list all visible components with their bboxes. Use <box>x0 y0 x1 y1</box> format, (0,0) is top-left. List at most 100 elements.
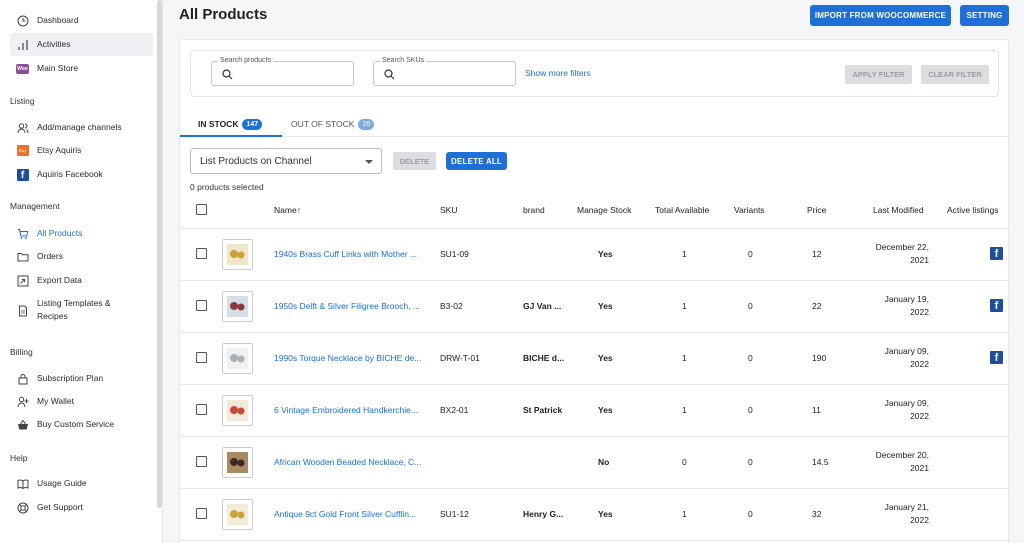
sidebar-item-label: Dashboard <box>37 15 79 25</box>
last-modified-cell: December 22, 2021 <box>875 242 929 265</box>
channel-select[interactable]: List Products on Channel <box>190 148 382 174</box>
column-header-variants[interactable]: Variants <box>734 205 765 215</box>
tab-in-stock[interactable]: IN STOCK 147 <box>198 114 263 134</box>
sidebar-item-all-products[interactable]: All Products <box>10 222 153 245</box>
import-from-woocommerce-button[interactable]: IMPORT FROM WOOCOMMERCE <box>810 5 951 26</box>
lifebuoy-icon <box>16 501 29 514</box>
product-thumbnail <box>222 343 253 374</box>
products-card: Search products Search SKUs Show more fi… <box>179 39 1010 543</box>
column-header-active-listings[interactable]: Active listings <box>947 205 999 215</box>
brand-cell: St Patrick <box>523 405 563 415</box>
sidebar-item-etsy-aquiris[interactable]: Etsy Etsy Aquiris <box>10 139 153 162</box>
sidebar-item-subscription-plan[interactable]: Subscription Plan <box>10 367 153 390</box>
product-name-link[interactable]: Antique 9ct Gold Front Silver Cufflin... <box>274 509 417 519</box>
facebook-icon[interactable]: f <box>990 351 1003 364</box>
clear-filter-button[interactable]: CLEAR FILTER <box>921 65 989 84</box>
setting-button[interactable]: SETTING <box>960 5 1009 26</box>
search-products-field[interactable]: Search products <box>211 57 354 86</box>
show-more-filters-link[interactable]: Show more filters <box>525 68 591 78</box>
apply-filter-button[interactable]: APPLY FILTER <box>845 65 912 84</box>
variants-cell: 0 <box>748 301 753 311</box>
product-name-link[interactable]: 1950s Delft & Silver Filigree Brooch, ..… <box>274 301 420 311</box>
sidebar-item-label: Buy Custom Service <box>37 419 114 429</box>
facebook-icon[interactable]: f <box>990 247 1003 260</box>
sidebar-item-label: Aquiris Facebook <box>37 169 103 179</box>
row-checkbox[interactable] <box>196 508 207 519</box>
column-header-price[interactable]: Price <box>807 205 827 215</box>
search-skus-field[interactable]: Search SKUs <box>373 57 516 86</box>
column-header-manage-stock[interactable]: Manage Stock <box>577 205 632 215</box>
variants-cell: 0 <box>748 249 753 259</box>
product-name-link[interactable]: 1940s Brass Cuff Links with Mother ... <box>274 249 417 259</box>
product-name-link[interactable]: 1990s Torque Necklace by BICHE de... <box>274 353 422 363</box>
variants-cell: 0 <box>748 509 753 519</box>
sidebar-item-usage-guide[interactable]: Usage Guide <box>10 472 153 495</box>
sidebar-item-label: My Wallet <box>37 396 74 406</box>
sidebar-item-my-wallet[interactable]: My Wallet <box>10 390 153 413</box>
search-products-label: Search products <box>218 57 273 64</box>
sidebar-item-dashboard[interactable]: Dashboard <box>10 9 153 32</box>
row-divider <box>180 384 1010 385</box>
variants-cell: 0 <box>748 405 753 415</box>
row-checkbox[interactable] <box>196 248 207 259</box>
delete-button[interactable]: DELETE <box>393 152 436 170</box>
column-header-name[interactable]: Name↑ <box>274 205 301 215</box>
total-available-cell: 1 <box>682 301 687 311</box>
row-checkbox[interactable] <box>196 300 207 311</box>
section-heading-billing: Billing <box>10 347 33 357</box>
sidebar-scrollbar[interactable] <box>157 0 162 508</box>
facebook-icon[interactable]: f <box>990 299 1003 312</box>
row-divider <box>180 488 1010 489</box>
row-checkbox[interactable] <box>196 352 207 363</box>
variants-cell: 0 <box>748 353 753 363</box>
price-cell: 12 <box>812 249 822 259</box>
bar-chart-icon <box>16 38 29 51</box>
row-checkbox[interactable] <box>196 404 207 415</box>
column-header-total-available[interactable]: Total Available <box>655 205 710 215</box>
sidebar-item-orders[interactable]: Orders <box>10 245 153 268</box>
sidebar: Dashboard Activities Woo Main Store List… <box>0 0 163 543</box>
sku-cell: SU1-09 <box>440 249 469 259</box>
product-name-link[interactable]: 6 Vintage Embroidered Handkerchie... <box>274 405 418 415</box>
manage-stock-cell: Yes <box>598 301 613 311</box>
sidebar-item-aquiris-facebook[interactable]: f Aquiris Facebook <box>10 163 153 186</box>
column-header-sku[interactable]: SKU <box>440 205 458 215</box>
total-available-cell: 1 <box>682 353 687 363</box>
manage-stock-cell: No <box>598 457 610 467</box>
sidebar-item-buy-custom-service[interactable]: Buy Custom Service <box>10 413 153 436</box>
sidebar-item-get-support[interactable]: Get Support <box>10 496 153 519</box>
search-icon <box>384 69 395 80</box>
filter-panel: Search products Search SKUs Show more fi… <box>190 50 999 97</box>
last-modified-cell: December 20, 2021 <box>875 450 929 473</box>
product-thumbnail <box>222 499 253 530</box>
sidebar-item-activities[interactable]: Activities <box>10 33 153 56</box>
folder-icon <box>16 250 29 263</box>
delete-all-button[interactable]: DELETE ALL <box>446 152 507 170</box>
sku-cell: SU1-12 <box>440 509 469 519</box>
tab-out-of-stock[interactable]: OUT OF STOCK 26 <box>291 114 375 134</box>
row-divider <box>180 332 1010 333</box>
tab-label: IN STOCK <box>198 119 239 129</box>
search-skus-input[interactable] <box>400 67 510 81</box>
tab-label: OUT OF STOCK <box>291 119 355 129</box>
product-name-link[interactable]: African Wooden Beaded Necklace, C... <box>274 457 422 467</box>
row-divider <box>180 280 1010 281</box>
selected-count: 0 products selected <box>190 182 264 192</box>
sidebar-item-main-store[interactable]: Woo Main Store <box>10 57 153 80</box>
row-checkbox[interactable] <box>196 456 207 467</box>
column-header-brand[interactable]: brand <box>523 205 545 215</box>
sidebar-item-add-manage-channels[interactable]: Add/manage channels <box>10 116 153 139</box>
sidebar-item-label: Get Support <box>37 502 83 512</box>
caret-down-icon <box>365 160 373 164</box>
total-available-cell: 1 <box>682 405 687 415</box>
sidebar-item-listing-templates[interactable]: Listing Templates & Recipes <box>10 294 153 328</box>
etsy-icon: Etsy <box>16 144 29 157</box>
last-modified-cell: January 09, 2022 <box>884 398 929 421</box>
book-icon <box>16 477 29 490</box>
sidebar-item-export-data[interactable]: Export Data <box>10 269 153 292</box>
search-products-input[interactable] <box>238 67 348 81</box>
column-header-last-modified[interactable]: Last Modified <box>873 205 924 215</box>
sku-cell: BX2-01 <box>440 405 469 415</box>
select-all-checkbox[interactable] <box>196 204 207 215</box>
basket-icon <box>16 418 29 431</box>
